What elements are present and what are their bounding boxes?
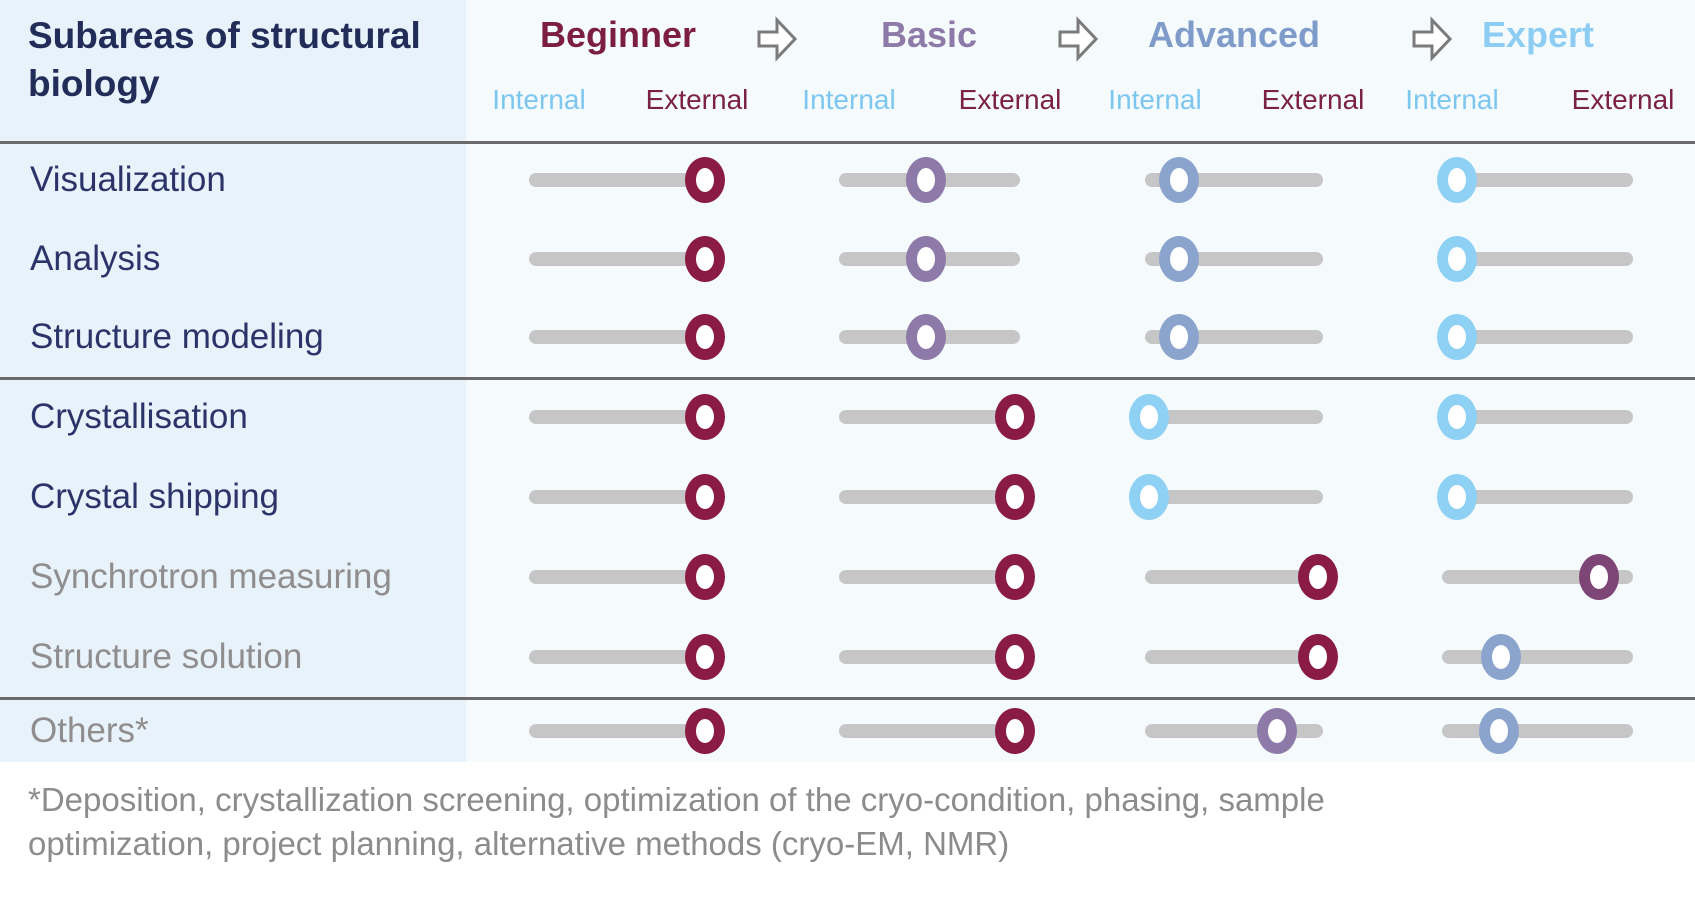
slider-track-beginner-structure-solution: [529, 650, 707, 664]
right-arrow-icon: [1058, 16, 1099, 62]
group-divider-line: [0, 141, 1695, 144]
slider-knob-expert-visualization: [1437, 157, 1478, 203]
slider-knob-advanced-crystallisation: [1128, 394, 1169, 440]
slider-knob-advanced-others: [1256, 708, 1297, 754]
slider-track-beginner-structure-modeling: [529, 330, 707, 344]
row-label-synchrotron-measuring: Synchrotron measuring: [30, 557, 392, 596]
slider-track-expert-crystallisation: [1442, 410, 1633, 424]
slider-knob-beginner-visualization: [685, 157, 726, 203]
slider-knob-expert-crystallisation: [1437, 394, 1478, 440]
row-label-structure-modeling: Structure modeling: [30, 317, 324, 356]
slider-knob-beginner-crystallisation: [685, 394, 726, 440]
internal-label-beginner: Internal: [492, 84, 586, 115]
slider-knob-beginner-crystal-shipping: [685, 474, 726, 520]
footnote: *Deposition, crystallization screening, …: [28, 781, 1325, 862]
slider-knob-beginner-synchrotron-measuring: [685, 554, 726, 600]
external-label-basic: External: [958, 84, 1062, 115]
slider-knob-expert-others: [1479, 708, 1520, 754]
row-label-analysis: Analysis: [30, 239, 161, 278]
slider-track-expert-analysis: [1442, 252, 1633, 266]
row-label-others: Others*: [30, 711, 149, 750]
slider-knob-expert-structure-modeling: [1437, 314, 1478, 360]
slider-knob-advanced-crystal-shipping: [1128, 474, 1169, 520]
slider-track-beginner-visualization: [529, 173, 707, 187]
slider-knob-advanced-analysis: [1158, 236, 1199, 282]
slider-knob-basic-crystal-shipping: [994, 474, 1035, 520]
slider-knob-beginner-analysis: [685, 236, 726, 282]
slider-knob-basic-others: [994, 708, 1035, 754]
level-header-expert: Expert: [1481, 14, 1595, 55]
slider-track-expert-visualization: [1442, 173, 1633, 187]
level-header-basic: Basic: [880, 14, 978, 55]
slider-track-beginner-synchrotron-measuring: [529, 570, 707, 584]
internal-label-advanced: Internal: [1108, 84, 1202, 115]
right-arrow-icon: [1412, 16, 1453, 62]
slider-track-basic-crystal-shipping: [839, 490, 1020, 504]
slider-track-beginner-crystal-shipping: [529, 490, 707, 504]
slider-track-beginner-crystallisation: [529, 410, 707, 424]
slider-track-basic-crystallisation: [839, 410, 1020, 424]
group-divider-line: [0, 697, 1695, 700]
slider-track-advanced-crystallisation: [1145, 410, 1323, 424]
page-title: Subareas of structural biology: [28, 15, 421, 105]
internal-label-expert: Internal: [1405, 84, 1499, 115]
slider-track-expert-structure-modeling: [1442, 330, 1633, 344]
slider-track-basic-structure-solution: [839, 650, 1020, 664]
row-label-structure-solution: Structure solution: [30, 637, 303, 676]
slider-knob-beginner-structure-modeling: [685, 314, 726, 360]
slider-knob-basic-structure-modeling: [905, 314, 946, 360]
slider-knob-expert-crystal-shipping: [1437, 474, 1478, 520]
slider-knob-advanced-visualization: [1158, 157, 1199, 203]
slider-track-expert-structure-solution: [1442, 650, 1633, 664]
right-arrow-icon: [757, 16, 798, 62]
slider-knob-advanced-synchrotron-measuring: [1297, 554, 1338, 600]
row-label-crystal-shipping: Crystal shipping: [30, 477, 279, 516]
row-label-column-background: [0, 0, 466, 762]
slider-knob-expert-synchrotron-measuring: [1578, 554, 1619, 600]
slider-track-advanced-crystal-shipping: [1145, 490, 1323, 504]
slider-knob-beginner-structure-solution: [685, 634, 726, 680]
slider-track-basic-synchrotron-measuring: [839, 570, 1020, 584]
level-header-beginner: Beginner: [539, 14, 697, 55]
slider-knob-basic-synchrotron-measuring: [994, 554, 1035, 600]
slider-knob-expert-structure-solution: [1481, 634, 1522, 680]
slider-knob-expert-analysis: [1437, 236, 1478, 282]
slider-knob-basic-crystallisation: [994, 394, 1035, 440]
slider-track-expert-crystal-shipping: [1442, 490, 1633, 504]
slider-knob-advanced-structure-solution: [1297, 634, 1338, 680]
slider-area-background: [466, 0, 1695, 762]
slider-knob-basic-structure-solution: [994, 634, 1035, 680]
internal-label-basic: Internal: [802, 84, 896, 115]
row-label-crystallisation: Crystallisation: [30, 397, 248, 436]
slider-track-advanced-structure-solution: [1145, 650, 1323, 664]
external-label-advanced: External: [1261, 84, 1365, 115]
slider-track-beginner-others: [529, 724, 707, 738]
slider-track-advanced-synchrotron-measuring: [1145, 570, 1323, 584]
group-divider-line: [0, 377, 1695, 380]
slider-track-basic-others: [839, 724, 1020, 738]
slider-knob-beginner-others: [685, 708, 726, 754]
slider-track-expert-others: [1442, 724, 1633, 738]
row-label-visualization: Visualization: [30, 160, 226, 199]
slider-knob-advanced-structure-modeling: [1158, 314, 1199, 360]
level-header-advanced: Advanced: [1147, 14, 1321, 55]
slider-knob-basic-visualization: [905, 157, 946, 203]
slider-knob-basic-analysis: [905, 236, 946, 282]
slider-track-beginner-analysis: [529, 252, 707, 266]
external-label-expert: External: [1571, 84, 1675, 115]
external-label-beginner: External: [645, 84, 749, 115]
